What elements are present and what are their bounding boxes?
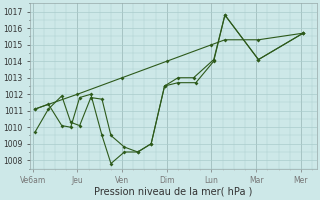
X-axis label: Pression niveau de la mer( hPa ): Pression niveau de la mer( hPa ): [94, 187, 253, 197]
